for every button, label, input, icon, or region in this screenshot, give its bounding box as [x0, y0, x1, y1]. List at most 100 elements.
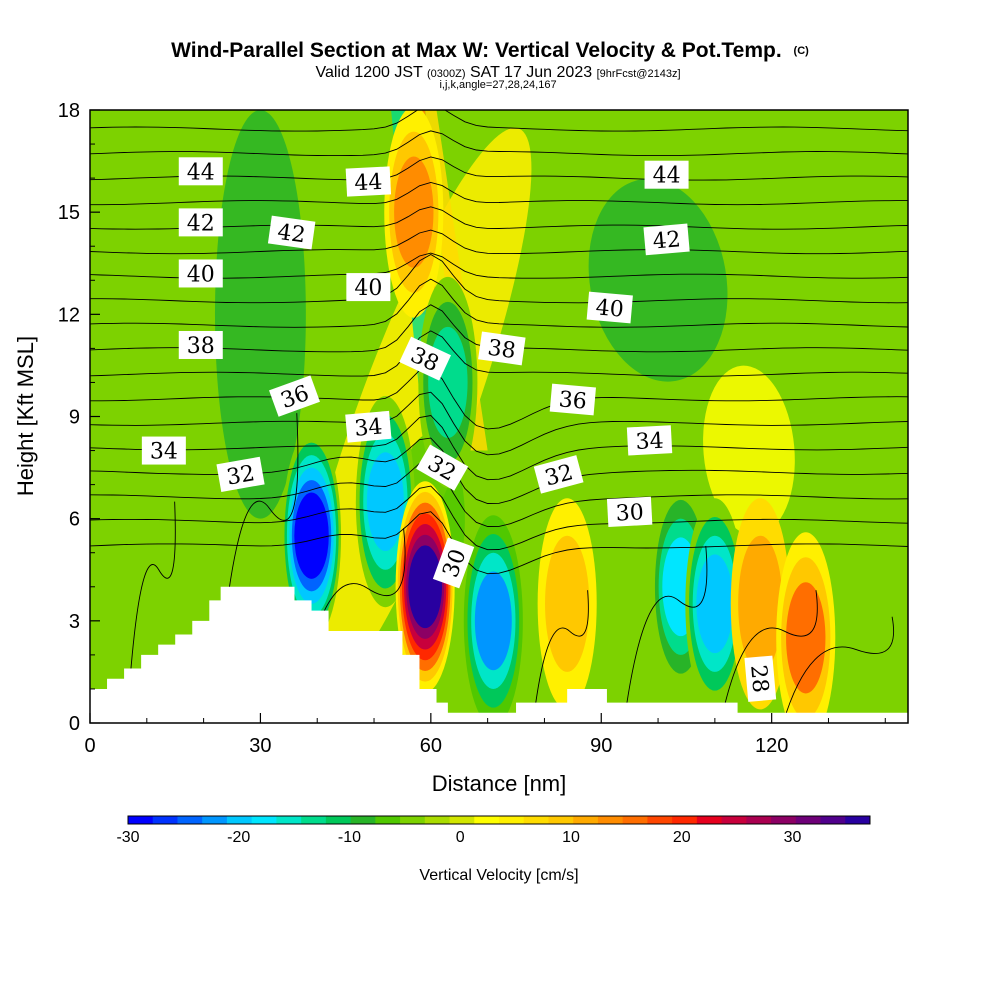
velocity-cell [545, 535, 590, 672]
theta-contour [90, 229, 908, 255]
contour-label-box [346, 273, 391, 302]
contour-label-box [586, 291, 633, 324]
theta-contour-label: 32 [533, 455, 584, 494]
theta-contour [90, 206, 908, 230]
velocity-cell [408, 545, 443, 629]
contour-label-box [399, 336, 452, 381]
contour-label-text: 34 [150, 440, 178, 465]
vertical-velocity-field [214, 110, 836, 723]
velocity-cell [696, 554, 734, 654]
theta-contour [90, 367, 908, 430]
contour-label-box [345, 166, 392, 197]
x-tick-label: 30 [249, 735, 271, 757]
contour-label-box [216, 456, 265, 493]
velocity-background-cell [214, 110, 306, 519]
contour-label-text: 42 [276, 220, 307, 249]
contour-label-box [744, 655, 777, 702]
contour-label-text: 36 [558, 387, 588, 414]
theta-contour-label: 40 [586, 291, 633, 324]
theta-contour-label: 32 [216, 456, 265, 493]
contour-label-box [178, 208, 223, 237]
contour-label-text: 42 [187, 211, 215, 236]
colorbar-tick-label: -10 [338, 829, 361, 846]
colorbar-swatch [647, 816, 673, 824]
colorbar-tick-label: -20 [227, 829, 250, 846]
y-tick-label: 9 [69, 407, 80, 429]
velocity-cell [474, 571, 512, 671]
colorbar-tick-label: 10 [562, 829, 580, 846]
y-tick-label: 15 [58, 202, 80, 224]
theta-contour-label: 44 [345, 166, 392, 197]
theta-contour [720, 590, 818, 723]
x-tick-label: 60 [420, 735, 442, 757]
colorbar-swatch [276, 816, 302, 824]
colorbar-tick-label: -30 [116, 829, 139, 846]
colorbar-tick-label: 0 [456, 829, 465, 846]
colorbar-swatch [202, 816, 228, 824]
theta-contour-label: 38 [178, 330, 223, 359]
grid-index-note: i,j,k,angle=27,28,24,167 [439, 79, 556, 91]
theta-contour [90, 156, 908, 181]
x-tick-label: 90 [590, 735, 612, 757]
contour-label-text: 44 [354, 170, 383, 196]
theta-contour-label: 42 [267, 215, 316, 250]
colorbar-ticks: -30 -20 -10 0 10 20 30 [116, 829, 801, 846]
colorbar-swatch [548, 816, 574, 824]
contour-label-box [345, 410, 392, 443]
theta-contour-label: 34 [345, 410, 392, 443]
contour-label-text: 44 [187, 160, 215, 185]
colorbar-swatch [177, 816, 203, 824]
colorbar-swatch [424, 816, 451, 824]
theta-contour-label: 36 [549, 383, 596, 416]
y-tick-label: 6 [69, 509, 80, 531]
velocity-cell [738, 535, 783, 672]
colorbar-swatch [622, 816, 648, 824]
theta-contour [623, 545, 708, 723]
colorbar-swatch [251, 816, 277, 824]
contour-label-text: 28 [745, 664, 772, 694]
colorbar-swatch [672, 816, 698, 824]
theta-contour-label: 32 [416, 444, 469, 491]
theta-contour-label: 34 [626, 425, 673, 456]
contour-label-box [267, 215, 316, 250]
theta-contour [90, 461, 908, 527]
colorbar-swatch [474, 816, 500, 824]
theta-contour-label: 30 [606, 496, 653, 527]
colorbar-tick-label: 20 [673, 829, 691, 846]
y-tick-label: 3 [69, 611, 80, 633]
colorbar-swatch [499, 816, 525, 824]
contour-label-text: 38 [486, 336, 517, 365]
velocity-cell [366, 452, 404, 552]
colorbar-label: Vertical Velocity [cm/s] [419, 867, 578, 884]
theta-contour [90, 278, 908, 328]
contour-label-text: 40 [354, 276, 382, 301]
contour-label-box [269, 375, 320, 417]
contour-label-box [178, 259, 223, 288]
colorbar-swatch [820, 816, 846, 824]
velocity-background-cell [588, 178, 728, 382]
theta-contour [90, 485, 908, 551]
contour-label-text: 38 [187, 334, 215, 359]
y-tick-label: 0 [69, 713, 80, 735]
velocity-cell [294, 492, 329, 579]
velocity-background-cell [703, 365, 795, 536]
chart-subtitle: Valid 1200 JST (0300Z) SAT 17 Jun 2023 [… [315, 64, 680, 81]
theta-contours [90, 110, 908, 723]
colorbar-swatch [845, 816, 871, 824]
theta-contour [126, 501, 176, 723]
y-axis: 0 3 6 9 12 15 18 [58, 100, 100, 735]
x-tick-label: 120 [755, 735, 788, 757]
theta-contour [90, 253, 908, 304]
colorbar-swatch [350, 816, 376, 824]
theta-contour [90, 130, 908, 157]
theta-contour [90, 391, 908, 456]
contour-label-text: 40 [595, 295, 625, 322]
colorbar-swatch [375, 816, 401, 824]
contour-label-box [141, 436, 186, 465]
theta-contour-label: 38 [478, 331, 526, 366]
colorbar-swatch [325, 816, 352, 824]
theta-contour-label: 34 [141, 436, 186, 465]
colorbar-swatch [795, 816, 822, 824]
